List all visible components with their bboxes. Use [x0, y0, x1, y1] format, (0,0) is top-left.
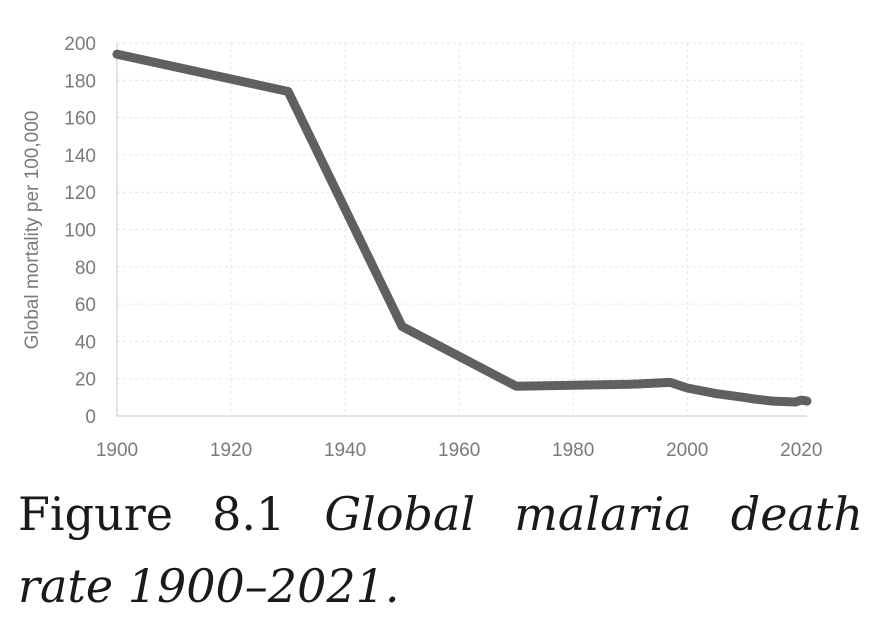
- x-tick-label: 1980: [552, 440, 594, 461]
- y-tick-label: 60: [75, 295, 96, 316]
- y-tick-label: 180: [64, 71, 96, 92]
- y-axis-label: Global mortality per 100,000: [22, 111, 43, 350]
- x-tick-label: 2000: [666, 440, 708, 461]
- y-tick-label: 140: [64, 146, 96, 167]
- x-tick-label: 2020: [780, 440, 822, 461]
- y-tick-label: 0: [85, 407, 96, 428]
- x-tick-label: 1900: [96, 440, 138, 461]
- x-tick-label: 1960: [438, 440, 480, 461]
- figure-title: Global malaria death rate 1900–2021.: [18, 487, 863, 613]
- y-tick-label: 80: [75, 258, 96, 279]
- series-line: [112, 49, 812, 407]
- y-tick-label: 20: [75, 370, 96, 391]
- x-tick-labels: 1900 1920 1940 1960 1980 2000 2020: [96, 440, 823, 461]
- y-tick-label: 120: [64, 183, 96, 204]
- series-group: [112, 49, 812, 407]
- y-tick-label: 40: [75, 332, 96, 353]
- x-tick-label: 1920: [210, 440, 252, 461]
- figure-caption: Figure 8.1 Global malaria death rate 190…: [18, 478, 863, 622]
- y-tick-label: 160: [64, 109, 96, 130]
- y-tick-labels: 0 20 40 60 80 100 120 140 160 180 200: [64, 34, 96, 428]
- y-tick-label: 100: [64, 221, 96, 242]
- malaria-chart: 0 20 40 60 80 100 120 140 160 180 200 1900 1920 1940…: [22, 34, 823, 461]
- y-tick-label: 200: [64, 34, 96, 55]
- x-tick-label: 1940: [324, 440, 366, 461]
- figure-number: Figure 8.1: [18, 487, 286, 541]
- axes: [116, 43, 807, 417]
